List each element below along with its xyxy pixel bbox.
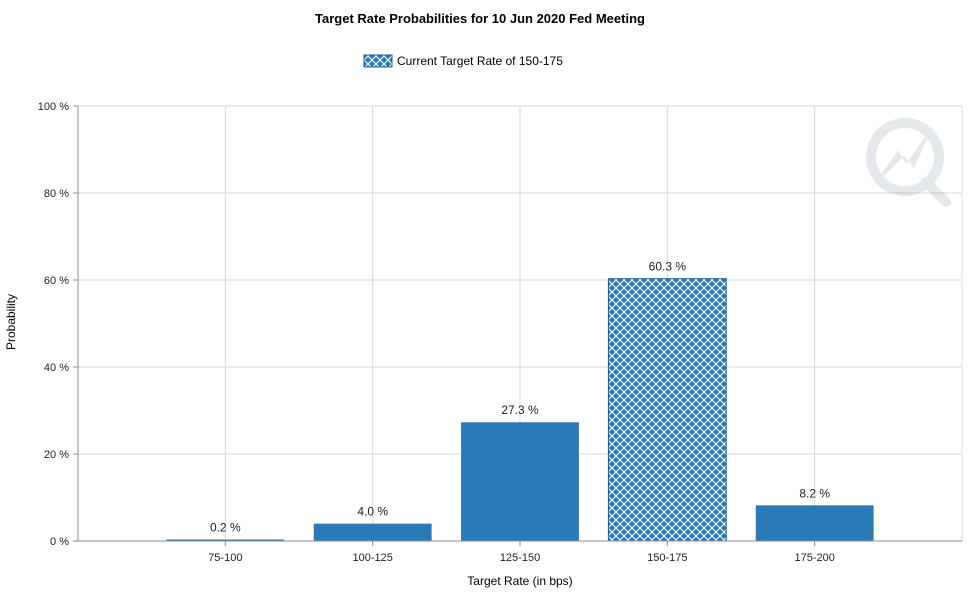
x-tick-label-125-150: 125-150	[500, 552, 540, 564]
bar-125-150	[461, 422, 579, 541]
data-label-100-125: 4.0 %	[357, 505, 388, 519]
y-tick-label: 40 %	[44, 362, 69, 374]
y-tick-label: 60 %	[44, 275, 69, 287]
bar-150-175	[607, 278, 727, 542]
y-tick-label: 20 %	[44, 449, 69, 461]
x-tick-label-100-125: 100-125	[352, 552, 392, 564]
data-label-125-150: 27.3 %	[501, 403, 539, 417]
gridlines	[78, 105, 963, 541]
bars	[166, 278, 874, 542]
y-axis-ticks: 0 % 20 % 40 % 60 % 80 % 100 %	[38, 101, 78, 548]
data-label-175-200: 8.2 %	[799, 486, 830, 500]
watermark-logo	[866, 118, 951, 207]
data-label-75-100: 0.2 %	[210, 521, 241, 535]
x-tick-label-150-175: 150-175	[647, 552, 687, 564]
x-axis-title: Target Rate (in bps)	[467, 574, 572, 588]
x-tick-label-175-200: 175-200	[794, 552, 834, 564]
bar-100-125	[313, 523, 432, 541]
bar-75-100	[166, 539, 285, 541]
data-labels: 0.2 % 4.0 % 27.3 % 60.3 % 8.2 %	[210, 260, 830, 535]
chart-title: Target Rate Probabilities for 10 Jun 202…	[315, 11, 645, 26]
legend: Current Target Rate of 150-175	[363, 54, 563, 68]
x-axis-ticks: 75-100 100-125 125-150 150-175 175-200	[208, 541, 835, 564]
bar-175-200	[755, 505, 874, 541]
legend-swatch	[363, 54, 393, 68]
legend-label: Current Target Rate of 150-175	[397, 54, 563, 68]
x-tick-label-75-100: 75-100	[208, 552, 242, 564]
y-axis-title: Probability	[4, 294, 18, 350]
y-tick-label: 80 %	[44, 188, 69, 200]
data-label-150-175: 60.3 %	[649, 260, 687, 274]
y-tick-label: 0 %	[50, 536, 69, 548]
y-tick-label: 100 %	[38, 101, 69, 113]
